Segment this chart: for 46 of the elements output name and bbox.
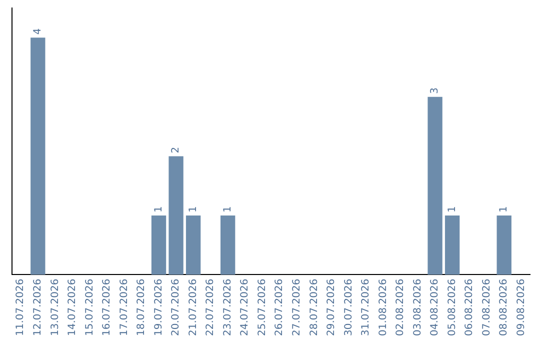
x-tick-label: 02.08.2026	[395, 278, 406, 336]
x-tick-label: 07.08.2026	[481, 278, 492, 336]
x-tick-label: 30.07.2026	[343, 278, 354, 336]
bar	[186, 215, 201, 275]
x-tick-label: 29.07.2026	[326, 278, 338, 336]
x-tick-label: 19.07.2026	[153, 278, 164, 336]
bar	[168, 156, 184, 275]
x-tick-label: 01.08.2026	[378, 278, 389, 336]
x-tick-label: 22.07.2026	[205, 278, 216, 336]
bar	[30, 38, 46, 275]
data-label: 1	[188, 206, 199, 212]
x-tick-label: 08.08.2026	[498, 278, 510, 336]
data-label: 4	[32, 28, 44, 35]
x-tick-label: 24.07.2026	[240, 278, 251, 336]
data-label: 1	[498, 206, 510, 212]
data-label: 1	[446, 206, 458, 212]
x-tick-label: 03.08.2026	[412, 278, 424, 336]
data-label: 1	[153, 206, 164, 212]
x-tick-label: 12.07.2026	[32, 278, 44, 336]
data-label: 1	[222, 206, 234, 212]
x-tick-label: 13.07.2026	[50, 278, 61, 336]
x-tick-label: 17.07.2026	[118, 278, 130, 336]
x-tick-label: 15.07.2026	[84, 278, 96, 336]
x-tick-label: 25.07.2026	[256, 278, 268, 336]
x-tick-label: 04.08.2026	[430, 278, 441, 336]
bar	[444, 215, 460, 275]
bar	[496, 215, 512, 275]
x-tick-label: 18.07.2026	[136, 278, 148, 336]
x-tick-label: 31.07.2026	[360, 278, 372, 336]
data-label: 3	[430, 88, 441, 94]
bar	[428, 96, 442, 275]
x-tick-label: 21.07.2026	[188, 278, 199, 336]
x-tick-label: 14.07.2026	[67, 278, 78, 336]
x-tick-label: 27.07.2026	[291, 278, 302, 336]
x-tick-label: 09.08.2026	[516, 278, 527, 336]
bar	[151, 215, 166, 275]
x-tick-label: 16.07.2026	[102, 278, 113, 336]
x-tick-label: 23.07.2026	[222, 278, 234, 336]
x-tick-label: 05.08.2026	[446, 278, 458, 336]
x-tick-label: 06.08.2026	[464, 278, 476, 336]
data-label: 2	[170, 146, 182, 154]
x-tick-label: 11.07.2026	[15, 278, 26, 336]
bar	[220, 215, 236, 275]
x-tick-label: 20.07.2026	[170, 278, 182, 336]
x-tick-label: 26.07.2026	[274, 278, 286, 336]
x-tick-label: 28.07.2026	[308, 278, 320, 336]
